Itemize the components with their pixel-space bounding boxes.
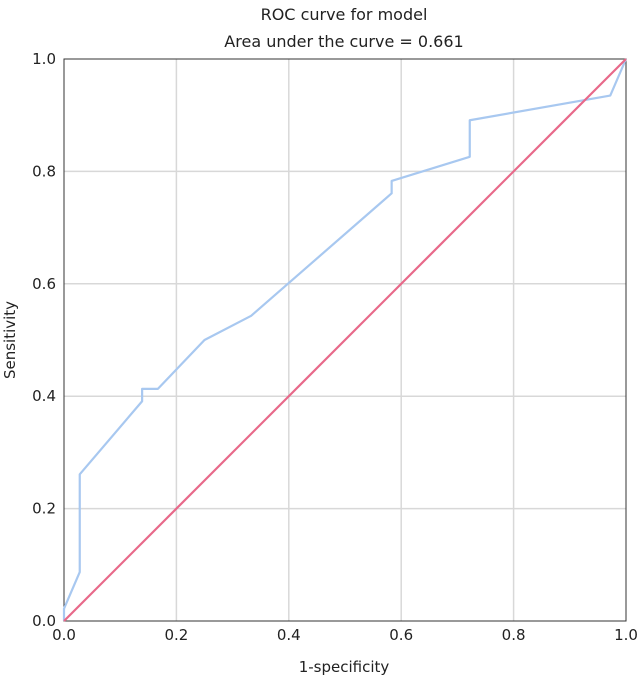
y-axis-label: Sensitivity [1,301,19,379]
grid-lines [64,59,626,621]
y-tick-label: 0.6 [32,275,56,293]
roc-curve-line [62,58,628,621]
x-tick-label: 0.8 [502,626,526,644]
x-tick-label: 0.4 [277,626,301,644]
x-tick-labels: 0.0 0.2 0.4 0.6 0.8 1.0 [52,626,638,644]
y-tick-label: 0.0 [32,612,56,630]
x-tick-label: 0.0 [52,626,76,644]
plot-area-frame [63,58,627,622]
x-axis-label: 1-specificity [299,658,390,676]
chart-title: ROC curve for model [261,5,428,24]
reference-diagonal-line [63,58,627,622]
y-tick-label: 0.8 [32,162,56,180]
y-tick-label: 1.0 [32,50,56,68]
series-group [62,58,628,622]
y-tick-label: 0.2 [32,500,56,518]
y-tick-label: 0.4 [32,387,56,405]
y-tick-labels: 0.0 0.2 0.4 0.6 0.8 1.0 [32,50,56,630]
x-tick-label: 0.6 [389,626,413,644]
x-tick-label: 0.2 [164,626,188,644]
x-tick-label: 1.0 [614,626,638,644]
chart-subtitle: Area under the curve = 0.661 [224,32,463,51]
